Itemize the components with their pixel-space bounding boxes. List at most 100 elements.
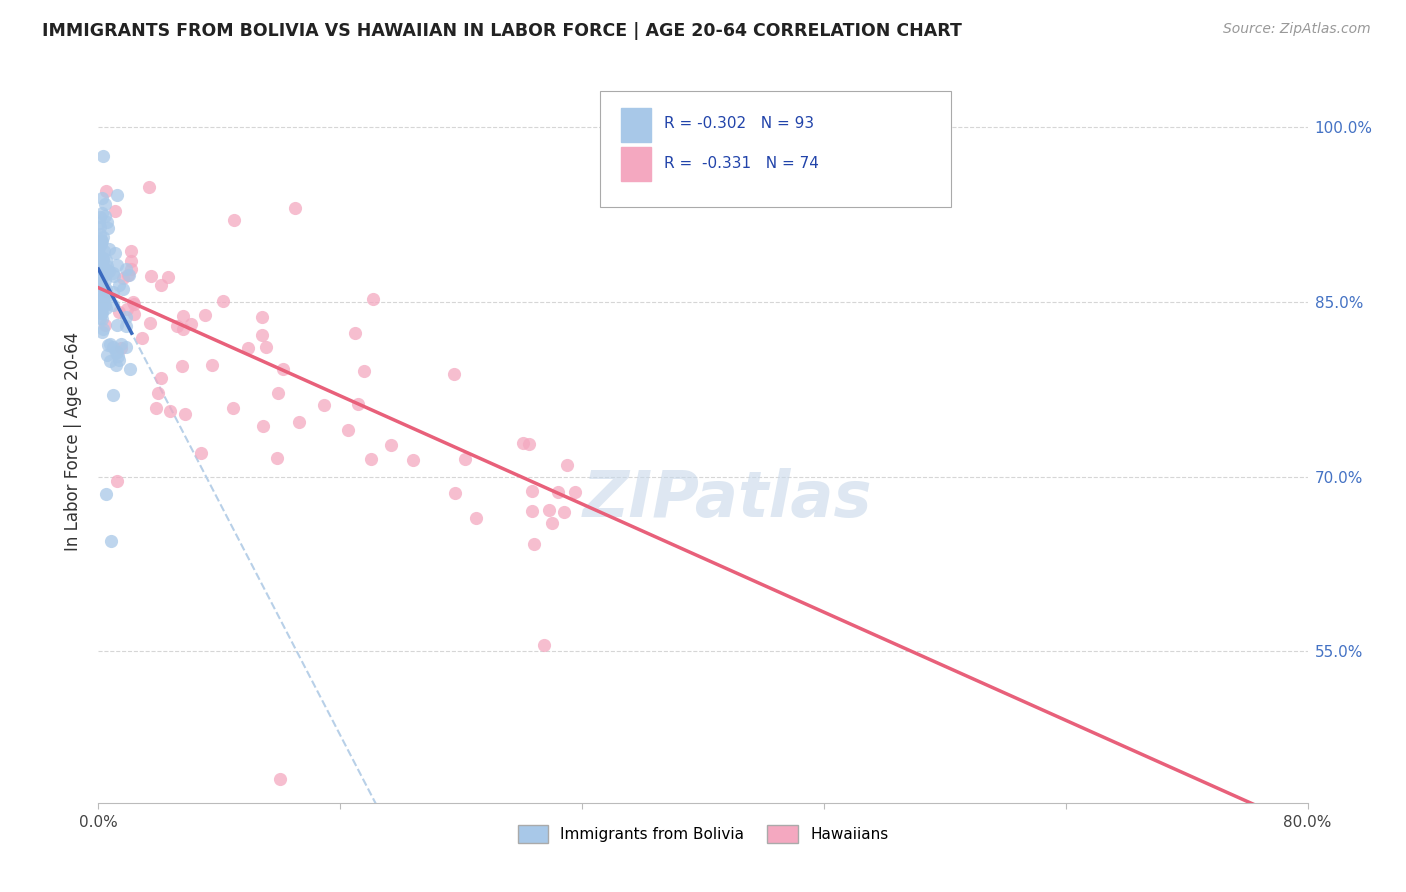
- Point: [110, 341, 132, 355]
- Point: [89, 279, 111, 293]
- Point: [98, 354, 121, 368]
- Text: R =  -0.331   N = 74: R = -0.331 N = 74: [664, 156, 820, 171]
- Point: [201, 358, 224, 372]
- Point: [103, 285, 125, 300]
- Point: [190, 446, 212, 460]
- Point: [344, 326, 367, 341]
- Point: [120, 244, 142, 258]
- Point: [91, 291, 114, 305]
- Point: [90, 278, 112, 293]
- Point: [380, 438, 402, 452]
- Point: [115, 319, 138, 334]
- Point: [148, 386, 170, 401]
- Point: [87, 240, 110, 254]
- Point: [533, 639, 555, 653]
- Point: [117, 268, 139, 282]
- Point: [94, 197, 117, 211]
- Point: [360, 452, 382, 467]
- Point: [517, 436, 540, 450]
- Point: [173, 407, 195, 421]
- Point: [91, 291, 114, 305]
- Point: [114, 261, 136, 276]
- Point: [98, 243, 121, 257]
- Point: [337, 423, 360, 437]
- Point: [91, 269, 114, 284]
- Point: [91, 296, 114, 310]
- Point: [94, 289, 117, 303]
- Point: [108, 305, 131, 319]
- Point: [101, 298, 124, 312]
- Text: R = -0.302   N = 93: R = -0.302 N = 93: [664, 116, 814, 131]
- Point: [520, 484, 543, 499]
- Point: [101, 340, 124, 354]
- Point: [122, 307, 145, 321]
- Point: [90, 275, 112, 289]
- Point: [312, 398, 335, 412]
- Point: [87, 271, 110, 285]
- Point: [288, 415, 311, 429]
- Point: [87, 254, 110, 268]
- Point: [110, 336, 132, 351]
- FancyBboxPatch shape: [600, 91, 950, 207]
- Point: [89, 211, 111, 225]
- Point: [94, 301, 117, 316]
- Point: [91, 191, 114, 205]
- Point: [90, 206, 112, 220]
- Point: [105, 318, 128, 332]
- Point: [96, 215, 118, 229]
- Point: [90, 301, 112, 316]
- Point: [94, 273, 117, 287]
- Point: [90, 278, 112, 293]
- Point: [122, 294, 145, 309]
- Point: [443, 367, 465, 381]
- Point: [118, 361, 141, 376]
- Point: [91, 149, 114, 163]
- Point: [98, 337, 121, 351]
- Legend: Immigrants from Bolivia, Hawaiians: Immigrants from Bolivia, Hawaiians: [512, 819, 894, 849]
- Point: [93, 244, 115, 259]
- Point: [94, 184, 117, 198]
- Point: [269, 772, 291, 787]
- Point: [180, 318, 202, 332]
- Point: [115, 340, 138, 354]
- Point: [91, 290, 114, 304]
- Point: [94, 285, 117, 299]
- Point: [104, 203, 127, 218]
- Point: [224, 213, 246, 227]
- Point: [172, 309, 194, 323]
- Point: [107, 349, 129, 363]
- Point: [139, 316, 162, 330]
- Point: [236, 341, 259, 355]
- Point: [91, 322, 114, 336]
- Point: [454, 451, 477, 466]
- Point: [347, 397, 370, 411]
- Point: [94, 253, 117, 268]
- Point: [94, 298, 117, 312]
- Point: [172, 321, 194, 335]
- Point: [256, 340, 278, 354]
- Point: [111, 282, 134, 296]
- Point: [91, 234, 114, 248]
- Point: [89, 262, 111, 277]
- Point: [96, 348, 118, 362]
- Point: [159, 404, 181, 418]
- Point: [114, 310, 136, 325]
- Point: [117, 268, 139, 282]
- Point: [89, 252, 111, 267]
- Point: [93, 263, 115, 277]
- Point: [443, 486, 465, 500]
- Point: [538, 502, 561, 516]
- Point: [284, 202, 307, 216]
- Point: [150, 371, 173, 385]
- Point: [90, 311, 112, 326]
- Point: [138, 180, 160, 194]
- Point: [105, 187, 128, 202]
- Point: [107, 352, 129, 367]
- Point: [90, 292, 112, 306]
- Point: [363, 292, 385, 306]
- Text: IMMIGRANTS FROM BOLIVIA VS HAWAIIAN IN LABOR FORCE | AGE 20-64 CORRELATION CHART: IMMIGRANTS FROM BOLIVIA VS HAWAIIAN IN L…: [42, 22, 962, 40]
- Point: [267, 386, 290, 401]
- Point: [89, 283, 111, 297]
- Point: [94, 487, 117, 501]
- Point: [547, 485, 569, 500]
